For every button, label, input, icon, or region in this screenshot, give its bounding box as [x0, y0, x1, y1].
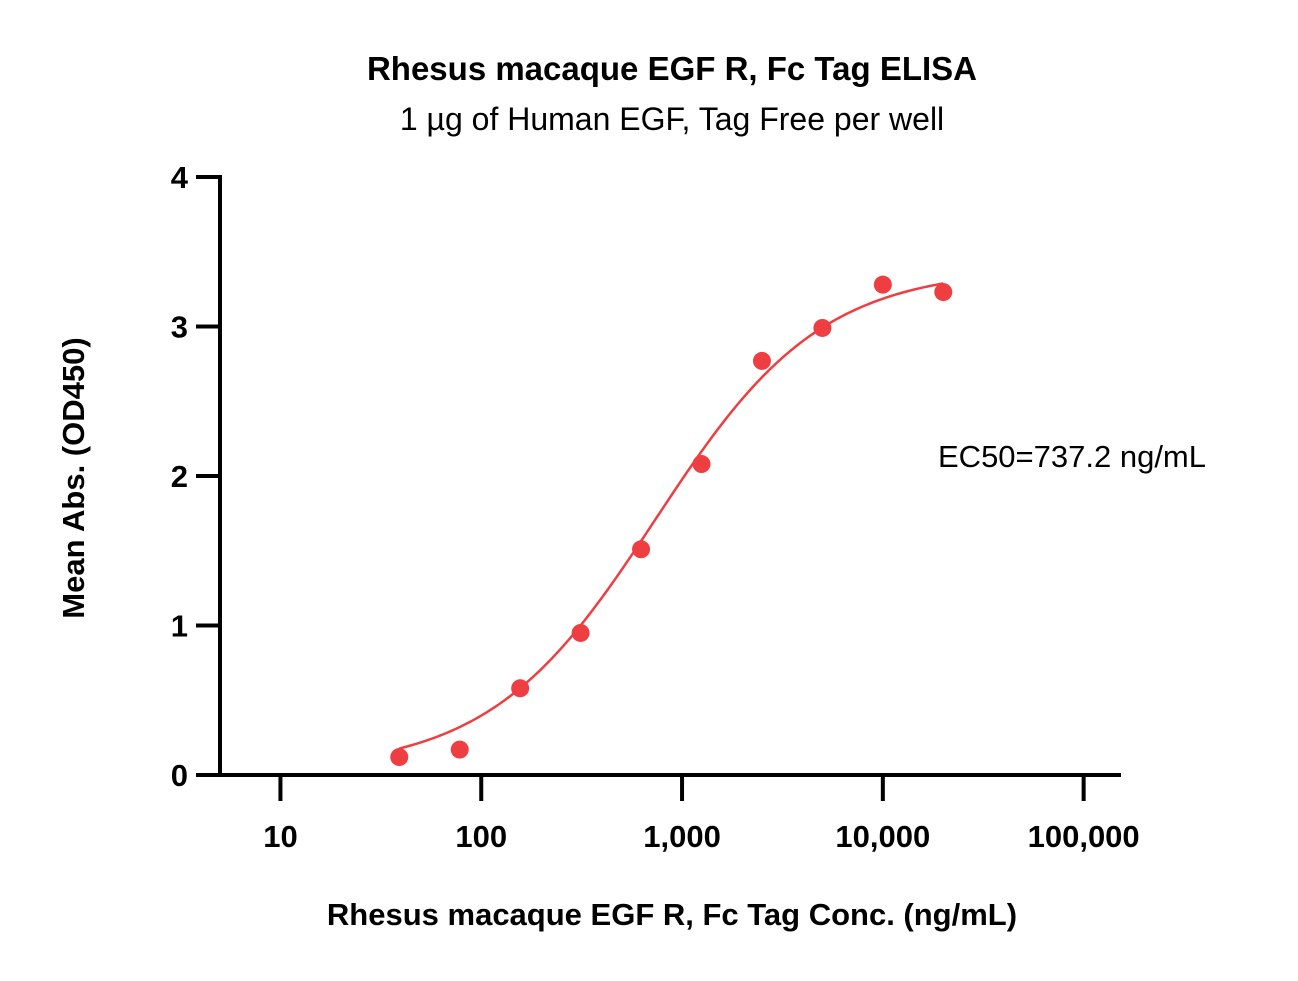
x-axis-title: Rhesus macaque EGF R, Fc Tag Conc. (ng/m…	[327, 897, 1017, 932]
data-point	[450, 740, 469, 759]
x-tick-label: 1,000	[643, 819, 721, 854]
data-points	[390, 275, 953, 767]
y-tick-label: 2	[171, 459, 188, 494]
data-point	[511, 679, 530, 698]
ec50-annotation: EC50=737.2 ng/mL	[938, 439, 1206, 474]
axes	[218, 175, 1121, 777]
y-tick-label: 4	[171, 160, 189, 195]
x-tick-label: 10	[263, 819, 297, 854]
data-point	[571, 623, 590, 642]
fit-curve	[398, 282, 944, 750]
chart-title: Rhesus macaque EGF R, Fc Tag ELISA	[367, 50, 977, 87]
x-tick-label: 100,000	[1028, 819, 1140, 854]
data-point	[873, 275, 892, 294]
y-tick-label: 3	[171, 310, 188, 345]
data-point	[934, 283, 953, 302]
data-point	[390, 748, 409, 767]
x-tick-label: 100	[455, 819, 507, 854]
data-point	[692, 455, 711, 474]
y-tick-label: 1	[171, 609, 188, 644]
x-axis-ticks: 10 100 1,000 10,000 100,000	[263, 775, 1140, 854]
y-tick-label: 0	[171, 758, 188, 793]
x-tick-label: 10,000	[835, 819, 930, 854]
data-point	[813, 318, 832, 337]
chart-subtitle: 1 µg of Human EGF, Tag Free per well	[400, 101, 944, 137]
y-axis-ticks: 0 1 2 3 4	[171, 160, 220, 793]
data-point	[752, 351, 771, 370]
y-axis-title: Mean Abs. (OD450)	[56, 337, 91, 618]
data-point	[632, 540, 651, 559]
